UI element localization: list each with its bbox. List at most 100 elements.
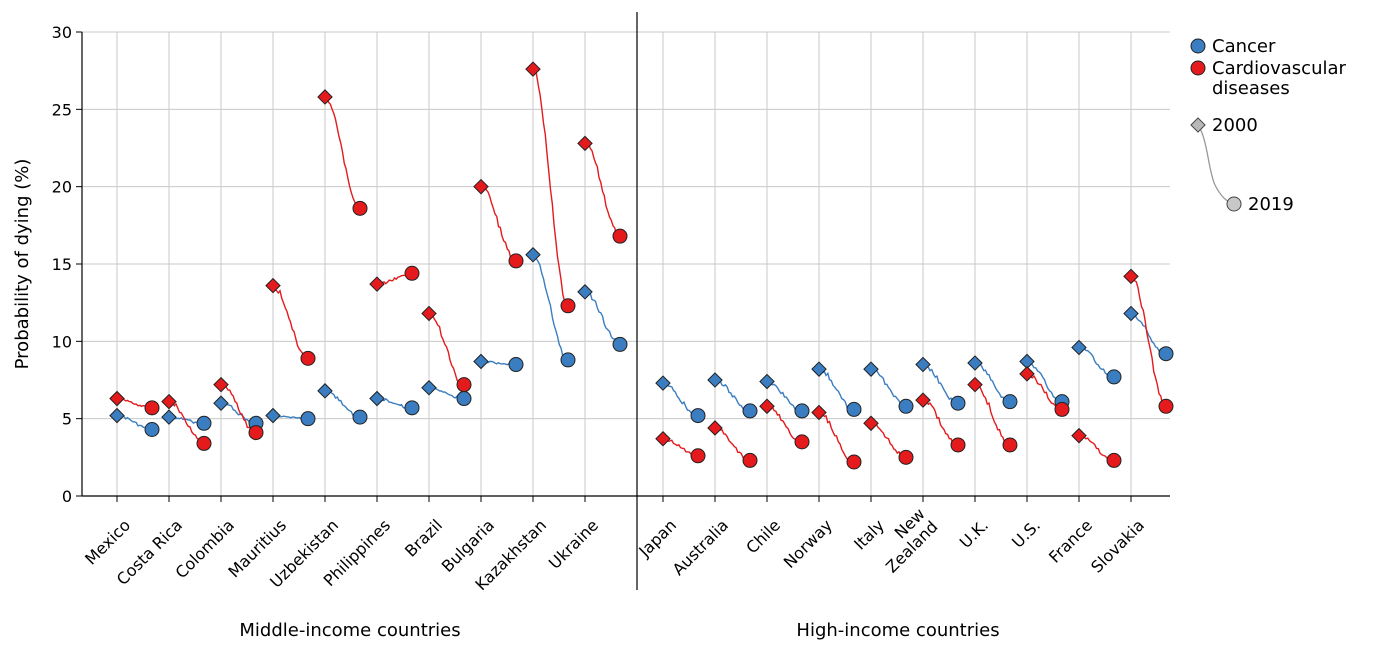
cvd-2000-marker [265, 277, 281, 294]
cancer-2019-marker [456, 391, 472, 407]
y-tick-label: 30 [52, 23, 72, 42]
cvd-2019-marker [404, 265, 420, 281]
cancer-2019-marker [144, 421, 160, 437]
cvd-2000-marker [915, 392, 931, 408]
cvd-trend-line [532, 68, 569, 308]
cancer-trend-line [532, 251, 569, 361]
legend-year-connector [1197, 124, 1235, 205]
cancer-2000-marker [707, 372, 723, 388]
cancer-trend-line [818, 368, 855, 411]
cvd-trend-line [974, 382, 1011, 446]
legend-cvd-label: Cardiovascular diseases [1212, 58, 1347, 99]
cancer-2019-marker [898, 398, 914, 414]
cvd-trend-line [584, 142, 621, 238]
legend-label-line: Cardiovascular [1212, 58, 1347, 79]
x-tick-label: Japan [634, 516, 680, 562]
cancer-trend-line [922, 361, 959, 405]
cvd-2019-marker [352, 200, 368, 216]
x-tick-label-line: U.K. [956, 516, 992, 552]
cancer-2000-marker [213, 395, 229, 411]
cvd-2019-marker [794, 434, 810, 450]
cvd-2000-marker [1071, 427, 1087, 444]
x-tick-label-line: Australia [669, 516, 732, 579]
axes: 0 5 10 15 20 25 30 [52, 12, 1170, 590]
cancer-2000-marker [1123, 305, 1139, 322]
y-tick-label: 20 [52, 178, 72, 197]
cvd-2000-marker [811, 404, 827, 421]
cancer-2000-marker [1019, 353, 1035, 370]
x-tick-label: Australia [669, 516, 732, 579]
x-tick-label: U.S. [1008, 516, 1044, 552]
cvd-2000-marker [655, 430, 671, 447]
x-tick-label-line: Ukraine [545, 516, 602, 573]
x-tick-label: Brazil [401, 516, 446, 561]
x-tick-label-line: France [1045, 516, 1096, 567]
cvd-2019-marker [950, 437, 966, 453]
cvd-2000-marker [967, 376, 983, 393]
cancer-2019-marker [300, 411, 316, 427]
x-tick-label-line: Chile [742, 516, 784, 558]
cancer-2000-marker [109, 407, 125, 424]
cvd-trend-line [818, 411, 855, 465]
cvd-trend-line [428, 313, 465, 387]
x-tick-label-line: Mexico [81, 516, 134, 569]
y-axis-label: Probability of dying (%) [12, 159, 33, 370]
cancer-2019-marker [560, 352, 576, 368]
cvd-2019-marker [1106, 452, 1122, 468]
cancer-2019-marker [404, 400, 420, 416]
cvd-2000-marker [1123, 268, 1139, 285]
cancer-2019-marker [508, 357, 524, 373]
cvd-2000-marker [863, 415, 879, 432]
cancer-2000-marker [915, 356, 931, 373]
legend-2000-label: 2000 [1212, 115, 1258, 136]
cvd-trend-line [1130, 275, 1167, 407]
legend-label-line: Cancer [1212, 36, 1276, 57]
y-tick-label: 0 [62, 487, 72, 506]
cvd-2000-marker [161, 393, 177, 410]
x-tick-label-line: Italy [850, 516, 888, 554]
cancer-2000-marker [863, 361, 879, 377]
x-tick-label-line: U.S. [1008, 516, 1044, 552]
x-tick-label: Ukraine [545, 516, 602, 573]
cancer-2019-marker [196, 415, 212, 431]
y-tick-label: 10 [52, 332, 72, 351]
legend-cancer-label: Cancer [1212, 36, 1276, 57]
cvd-trend-line [324, 95, 361, 212]
cvd-2000-marker [109, 390, 125, 407]
group-labels: Middle-income countries High-income count… [239, 620, 999, 641]
cvd-2019-marker [248, 425, 264, 441]
cvd-trend-line [272, 285, 309, 361]
cvd-2000-marker [525, 61, 541, 77]
x-tick-label: U.K. [956, 516, 992, 552]
legend-cancer-swatch [1190, 38, 1206, 54]
legend-2000-marker [1190, 117, 1206, 133]
cvd-2000-marker [1019, 366, 1035, 382]
cancer-2000-marker [655, 375, 671, 391]
x-tick-label: France [1045, 516, 1096, 567]
cvd-2019-marker [300, 350, 316, 366]
cvd-2000-marker [707, 420, 723, 436]
grid [82, 31, 1170, 497]
cancer-trend-line [1130, 311, 1167, 355]
group-label: Middle-income countries [239, 620, 460, 641]
cancer-2000-marker [473, 353, 489, 370]
x-tick-label: Chile [742, 516, 784, 558]
cvd-2019-marker [612, 228, 628, 244]
cvd-2019-marker [898, 449, 914, 465]
cancer-2019-marker [950, 395, 966, 411]
cancer-2000-marker [759, 373, 775, 390]
cvd-2019-marker [456, 377, 472, 393]
cancer-2019-marker [1002, 394, 1018, 410]
cvd-2000-marker [213, 376, 229, 393]
cvd-2019-marker [1002, 437, 1018, 453]
x-tick-label-line: Brazil [401, 516, 446, 561]
x-tick-label-line: Japan [634, 516, 680, 562]
cvd-2000-marker [577, 135, 593, 152]
cvd-2019-marker [144, 400, 160, 416]
cancer-2000-marker [265, 407, 281, 424]
cancer-2000-marker [525, 246, 541, 263]
cancer-2000-marker [421, 379, 437, 396]
cancer-2019-marker [794, 403, 810, 419]
